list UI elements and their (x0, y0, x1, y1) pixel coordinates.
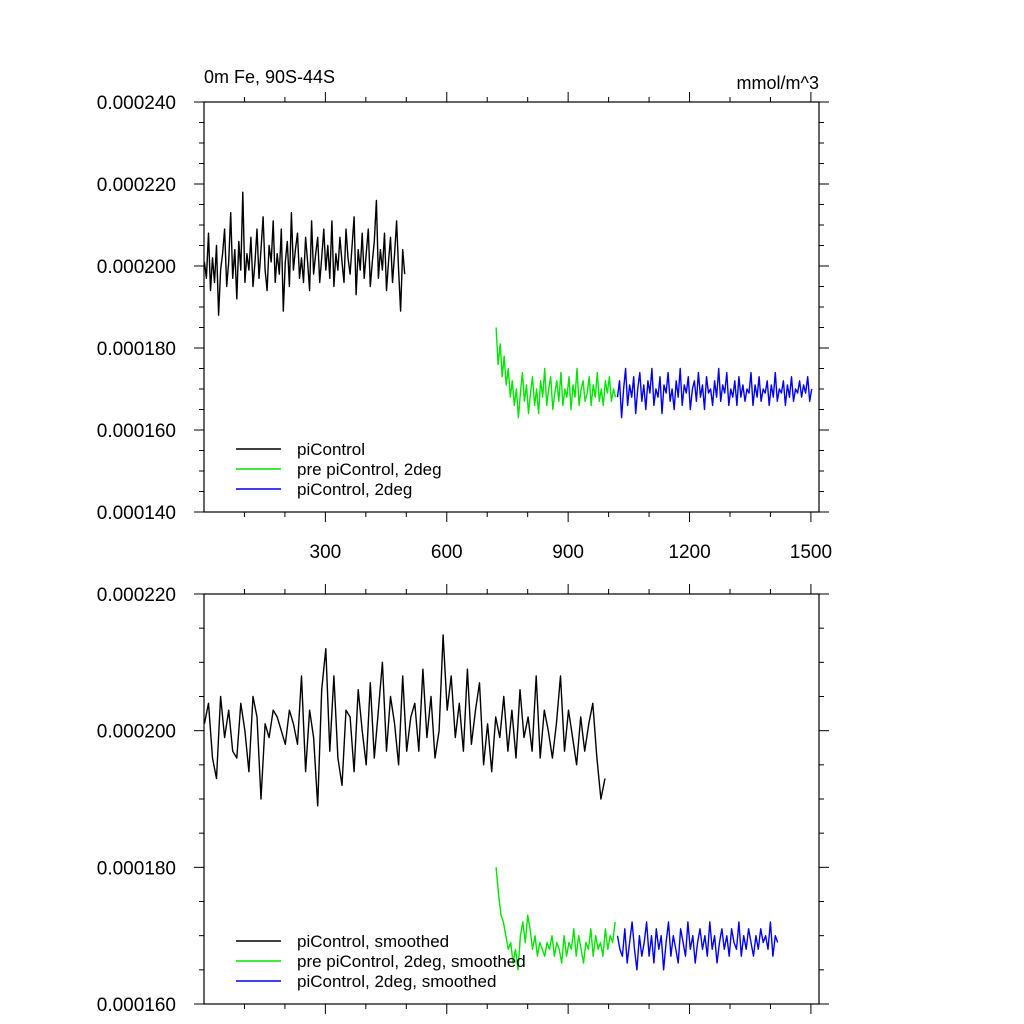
y-tick-label: 0.000220 (97, 585, 176, 606)
series-line-pre-picontrol-2deg-smoothed (495, 867, 616, 971)
legend-label: pre piControl, 2deg, smoothed (297, 952, 526, 971)
legend-label: piControl, 2deg, smoothed (297, 972, 496, 991)
units-label: mmol/m^3 (737, 73, 819, 93)
legend-label: piControl (297, 440, 365, 459)
x-tick-label: 900 (552, 542, 584, 563)
y-tick-label: 0.000160 (97, 421, 176, 442)
legend-label: pre piControl, 2deg (297, 460, 442, 479)
y-tick-label: 0.000180 (97, 339, 176, 360)
y-tick-label: 0.000240 (97, 93, 176, 114)
x-tick-label: 300 (310, 542, 342, 563)
top-panel: 300 600 900 1200 1500 0.000140 0.000160 0.00018… (97, 67, 832, 563)
y-tick-label: 0.000220 (97, 175, 176, 196)
x-tick-label: 600 (431, 542, 463, 563)
chart-title: 0m Fe, 90S-44S (204, 67, 335, 87)
legend-label: piControl, 2deg (297, 480, 412, 499)
series-line-pre-picontrol-2deg (495, 327, 617, 419)
legend-label: piControl, smoothed (297, 932, 449, 951)
y-tick-label: 0.000200 (97, 257, 176, 278)
series-line-picontrol-2deg (616, 367, 813, 419)
x-tick-label: 1200 (668, 542, 710, 563)
series-line-picontrol (203, 191, 406, 316)
x-tick-label: 1500 (790, 542, 832, 563)
bottom-panel: 0.000160 0.000180 0.000200 0.000220 piContro… (97, 584, 829, 1016)
y-tick-label: 0.000200 (97, 722, 176, 743)
series-line-picontrol-smoothed (203, 634, 606, 807)
y-tick-label: 0.000140 (97, 503, 176, 524)
series-line-picontrol-2deg-smoothed (616, 921, 779, 971)
y-tick-label: 0.000160 (97, 995, 176, 1016)
y-tick-label: 0.000180 (97, 858, 176, 879)
